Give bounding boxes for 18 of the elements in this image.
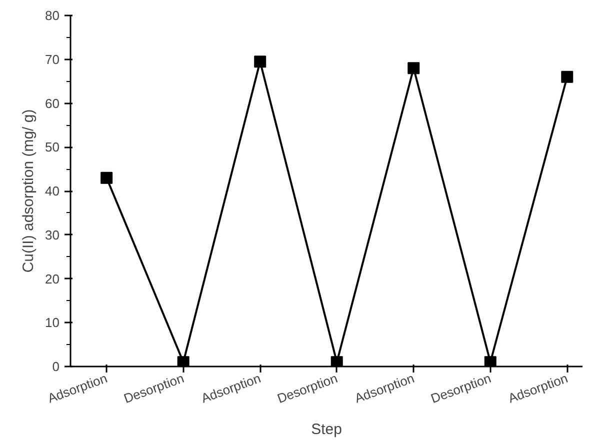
point xyxy=(100,172,113,184)
y-axis-title: Cu(II) adsorption (mg/ g) xyxy=(20,109,38,273)
y-tick-label: 40 xyxy=(45,184,60,198)
point xyxy=(177,356,190,366)
y-tick-label: 50 xyxy=(45,140,60,155)
point xyxy=(408,62,420,74)
y-tick-label: 60 xyxy=(45,96,60,111)
point xyxy=(484,356,496,366)
y-tick-label: 80 xyxy=(45,8,60,23)
y-tick-label: 70 xyxy=(45,52,60,67)
point xyxy=(330,356,343,366)
y-tick-label: 30 xyxy=(45,227,60,242)
y-tick-label: 0 xyxy=(52,359,60,374)
point xyxy=(561,70,574,83)
y-tick-label: 20 xyxy=(45,271,60,286)
x-axis-title: Step xyxy=(311,421,342,438)
point xyxy=(254,56,266,68)
y-tick-label: 10 xyxy=(45,315,60,330)
